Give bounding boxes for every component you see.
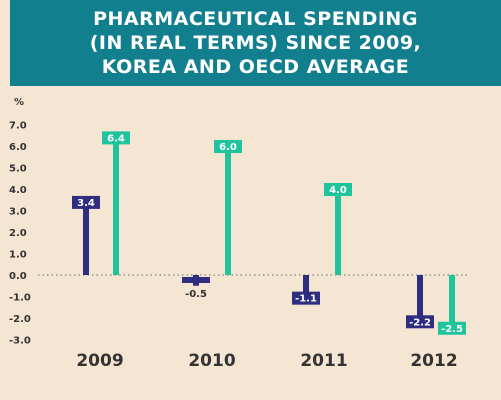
korea-bar — [303, 275, 309, 299]
x-category-label: 2009 — [76, 351, 123, 371]
chart-title-line-2: (IN REAL TERMS) SINCE 2009, — [89, 32, 422, 54]
korea-label-badge — [72, 195, 100, 209]
oecd-data-label: 6.0 — [219, 142, 237, 153]
y-tick-label: 2.0 — [9, 228, 27, 239]
oecd-data-label: 6.4 — [107, 133, 125, 144]
y-tick-label: -2.0 — [9, 314, 31, 325]
korea-label-badge — [406, 315, 434, 329]
chart-title-line-1: PHARMACEUTICAL SPENDING — [93, 8, 418, 30]
korea-data-label: 3.4 — [77, 198, 95, 209]
oecd-bar — [449, 275, 455, 329]
x-category-label: 2012 — [410, 351, 457, 371]
y-tick-label: -1.0 — [9, 293, 31, 304]
y-tick-label: 1.0 — [9, 250, 27, 261]
y-tick-label: 7.0 — [9, 121, 27, 132]
oecd-bar — [113, 137, 119, 275]
oecd-data-label: -2.5 — [441, 324, 463, 335]
oecd-data-label: 4.0 — [329, 185, 347, 196]
korea-data-label: -1.1 — [295, 294, 317, 305]
y-tick-label: 0.0 — [9, 271, 27, 282]
x-category-label: 2010 — [188, 351, 235, 371]
korea-label-badge — [292, 291, 320, 305]
oecd-label-badge — [102, 131, 130, 145]
korea-data-label: -0.5 — [185, 289, 207, 300]
title-band: PHARMACEUTICAL SPENDING (IN REAL TERMS) … — [10, 0, 501, 86]
y-tick-label: 5.0 — [9, 164, 27, 175]
y-axis-unit-label: % — [14, 97, 24, 108]
korea-data-label: -2.2 — [409, 317, 431, 328]
oecd-label-badge — [438, 321, 466, 335]
pharma-spending-chart: % 7.0 6.0 5.0 4.0 3.0 2.0 1.0 0.0 -1.0 -2.0 -3.0 3.4… — [9, 97, 470, 371]
oecd-bar — [335, 189, 341, 275]
y-tick-label: 3.0 — [9, 207, 27, 218]
y-tick-label: 6.0 — [9, 142, 27, 153]
oecd-bar — [225, 146, 231, 275]
oecd-label-badge — [324, 183, 352, 196]
oecd-label-badge — [214, 140, 242, 153]
korea-bar-cap — [182, 277, 210, 283]
chart-title-line-3: KOREA AND OECD AVERAGE — [101, 56, 410, 78]
y-tick-label: -3.0 — [9, 336, 31, 347]
korea-bar — [83, 201, 89, 275]
x-category-label: 2011 — [300, 351, 347, 371]
korea-bar — [417, 275, 423, 323]
y-tick-label: 4.0 — [9, 185, 27, 196]
